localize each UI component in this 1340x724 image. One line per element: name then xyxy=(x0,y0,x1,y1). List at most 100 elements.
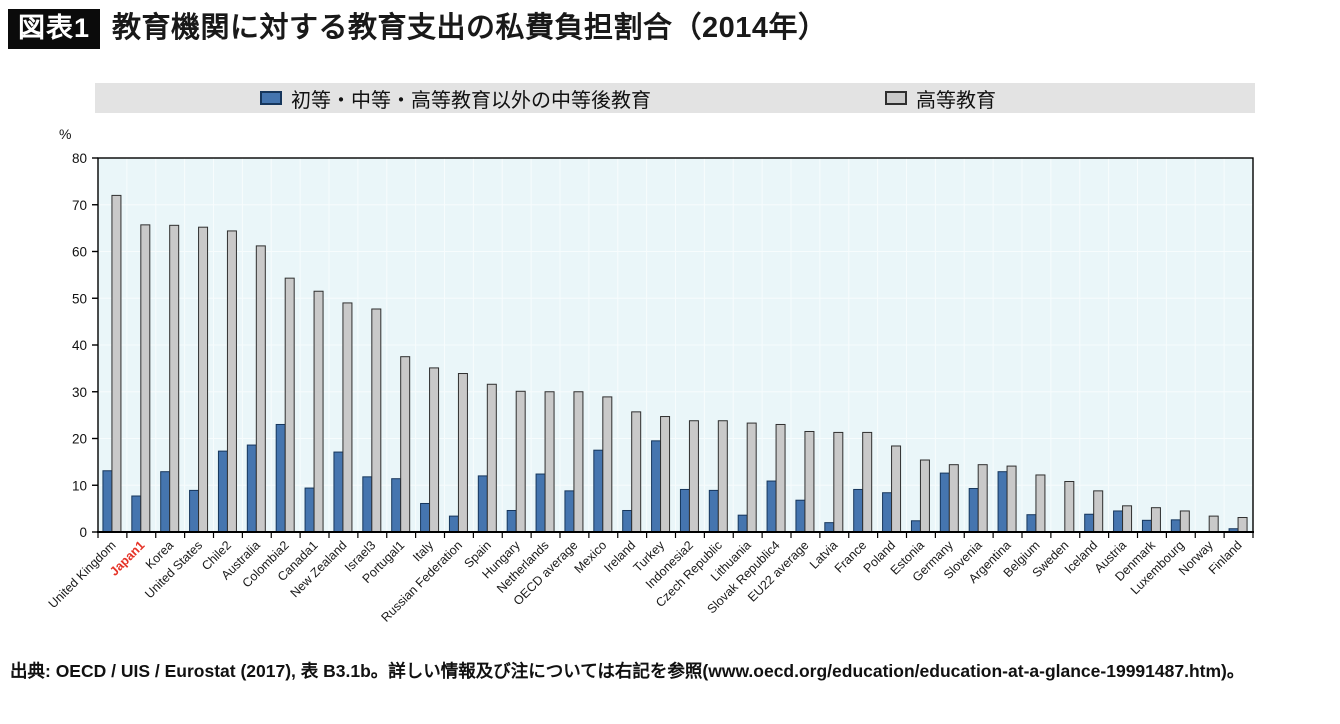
y-tick-label: 10 xyxy=(72,478,87,493)
bar-non-tertiary-argentina xyxy=(997,471,1008,533)
bar-tertiary-sweden xyxy=(1064,481,1075,533)
y-tick-label: 20 xyxy=(72,432,87,447)
y-tick-label: 30 xyxy=(72,385,87,400)
bar-tertiary-czech-republic xyxy=(717,420,728,533)
figure-number-badge: 図表1 xyxy=(8,9,101,49)
bar-tertiary-austria xyxy=(1122,505,1133,533)
bar-tertiary-germany xyxy=(948,464,959,533)
bar-non-tertiary-netherlands xyxy=(535,473,546,533)
bar-tertiary-korea xyxy=(169,224,180,533)
bar-non-tertiary-japan1 xyxy=(131,495,142,533)
bar-tertiary-ireland xyxy=(631,411,642,533)
bar-tertiary-argentina xyxy=(1006,465,1017,533)
x-label-mexico: Mexico xyxy=(572,538,610,576)
bar-non-tertiary-new-zealand xyxy=(333,451,344,533)
bar-non-tertiary-chile2 xyxy=(217,450,228,533)
bar-non-tertiary-indonesia2 xyxy=(679,488,690,533)
chart-legend: 初等・中等・高等教育以外の中等後教育 高等教育 xyxy=(95,83,1255,113)
bar-tertiary-new-zealand xyxy=(342,302,353,533)
bar-non-tertiary-united-states xyxy=(189,489,200,533)
x-label-united-kingdom: United Kingdom xyxy=(46,538,119,611)
bar-tertiary-mexico xyxy=(602,396,613,533)
bar-tertiary-turkey xyxy=(660,416,671,533)
bar-non-tertiary-turkey xyxy=(651,440,662,533)
bar-tertiary-estonia xyxy=(919,459,930,533)
legend-swatch-blue-icon xyxy=(260,91,282,105)
bar-tertiary-poland xyxy=(891,445,902,533)
bar-tertiary-hungary xyxy=(515,390,526,533)
legend-label-tertiary: 高等教育 xyxy=(916,89,996,112)
bar-tertiary-norway xyxy=(1208,515,1219,533)
bar-tertiary-netherlands xyxy=(544,391,555,533)
bar-tertiary-lithuania xyxy=(746,422,757,533)
bar-tertiary-indonesia2 xyxy=(688,420,699,533)
bar-non-tertiary-mexico xyxy=(593,449,604,533)
bar-tertiary-eu22-average xyxy=(804,430,815,533)
bar-tertiary-israel3 xyxy=(371,308,382,533)
figure-header: 図表1 教育機関に対する教育支出の私費負担割合（2014年） xyxy=(8,9,828,49)
bar-tertiary-finland xyxy=(1237,517,1248,533)
bar-tertiary-colombia2 xyxy=(284,277,295,533)
bar-tertiary-chile2 xyxy=(226,230,237,533)
bar-tertiary-france xyxy=(862,431,873,533)
bar-non-tertiary-ireland xyxy=(622,509,633,533)
legend-item-primary-secondary: 初等・中等・高等教育以外の中等後教育 xyxy=(260,83,651,113)
y-tick-label: 50 xyxy=(72,291,87,306)
bar-tertiary-russian-federation xyxy=(457,373,468,533)
bar-non-tertiary-oecd-average xyxy=(564,490,575,533)
x-label-iceland: Iceland xyxy=(1062,538,1100,576)
bar-tertiary-japan1 xyxy=(140,224,151,533)
bar-non-tertiary-germany xyxy=(939,472,950,533)
bar-non-tertiary-france xyxy=(853,488,864,533)
bar-non-tertiary-russian-federation xyxy=(448,515,459,533)
legend-item-tertiary: 高等教育 xyxy=(885,83,996,113)
bar-tertiary-latvia xyxy=(833,431,844,533)
bar-non-tertiary-colombia2 xyxy=(275,423,286,533)
bar-tertiary-spain xyxy=(486,383,497,533)
bar-tertiary-united-kingdom xyxy=(111,194,122,533)
bar-tertiary-canada1 xyxy=(313,290,324,533)
bar-tertiary-united-states xyxy=(198,226,209,533)
y-tick-label: 70 xyxy=(72,198,87,213)
y-axis-unit-label: % xyxy=(59,126,72,142)
bar-tertiary-belgium xyxy=(1035,474,1046,533)
bar-non-tertiary-iceland xyxy=(1084,513,1095,533)
page-title: 教育機関に対する教育支出の私費負担割合（2014年） xyxy=(112,12,828,45)
bar-tertiary-italy xyxy=(429,367,440,533)
bar-non-tertiary-lithuania xyxy=(737,514,748,533)
bar-non-tertiary-canada1 xyxy=(304,487,315,533)
bar-non-tertiary-slovenia xyxy=(968,488,979,533)
bar-non-tertiary-austria xyxy=(1113,510,1124,533)
bar-non-tertiary-latvia xyxy=(824,522,835,533)
bar-non-tertiary-denmark xyxy=(1141,519,1152,533)
bar-non-tertiary-israel3 xyxy=(362,476,373,533)
legend-label-primary-secondary: 初等・中等・高等教育以外の中等後教育 xyxy=(291,89,651,112)
bar-tertiary-iceland xyxy=(1093,490,1104,533)
bar-non-tertiary-czech-republic xyxy=(708,489,719,533)
bar-tertiary-oecd-average xyxy=(573,391,584,533)
bar-non-tertiary-italy xyxy=(420,502,431,533)
bar-non-tertiary-estonia xyxy=(910,520,921,533)
bar-non-tertiary-eu22-average xyxy=(795,499,806,533)
bar-tertiary-portugal1 xyxy=(400,356,411,533)
bar-tertiary-denmark xyxy=(1150,507,1161,533)
bar-non-tertiary-slovak-republic4 xyxy=(766,480,777,533)
y-tick-label: 40 xyxy=(72,338,87,353)
bar-tertiary-luxembourg xyxy=(1179,510,1190,533)
x-label-ireland: Ireland xyxy=(601,538,638,575)
bar-non-tertiary-poland xyxy=(882,492,893,533)
bar-non-tertiary-korea xyxy=(160,471,171,533)
bar-non-tertiary-australia xyxy=(246,444,257,533)
bar-non-tertiary-spain xyxy=(477,475,488,533)
bar-tertiary-australia xyxy=(255,245,266,533)
bar-non-tertiary-hungary xyxy=(506,509,517,533)
legend-swatch-gray-icon xyxy=(885,91,907,105)
source-note: 出典: OECD / UIS / Eurostat (2017), 表 B3.1… xyxy=(10,661,1245,681)
bar-non-tertiary-portugal1 xyxy=(391,478,402,533)
y-tick-label: 60 xyxy=(72,245,87,260)
bar-non-tertiary-belgium xyxy=(1026,514,1037,533)
y-tick-label: 80 xyxy=(72,151,87,166)
bar-non-tertiary-luxembourg xyxy=(1170,519,1181,533)
y-tick-label: 0 xyxy=(79,525,87,540)
